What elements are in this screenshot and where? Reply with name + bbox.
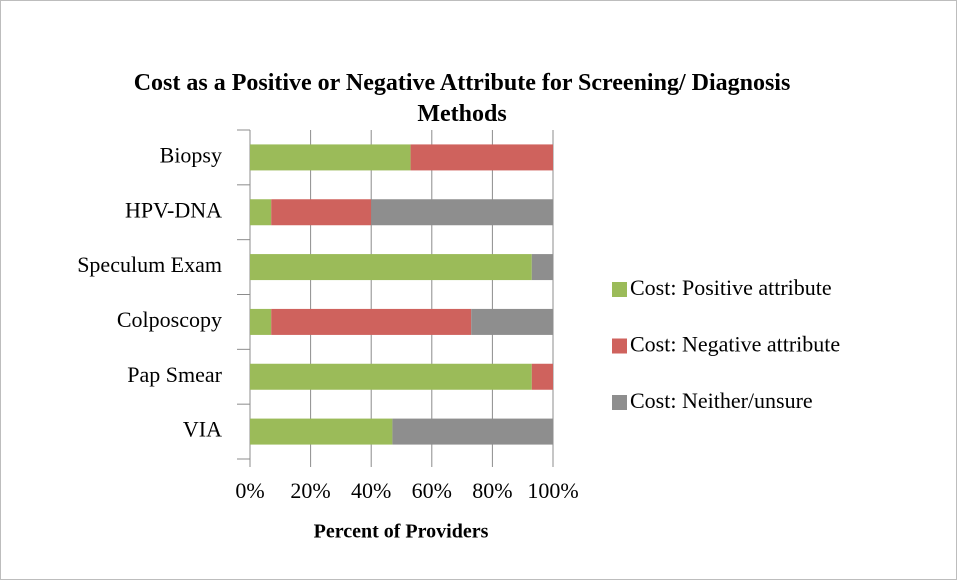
y-tick-label: Biopsy: [160, 142, 222, 167]
x-tick-label: 80%: [472, 478, 512, 503]
bar-segment: [250, 418, 393, 445]
y-tick-label: Pap Smear: [127, 362, 222, 387]
bar-segment: [250, 308, 272, 335]
legend-swatch: [612, 395, 627, 410]
legend-label: Cost: Negative attribute: [630, 332, 840, 357]
bar-segment: [531, 363, 553, 390]
y-tick-label: HPV-DNA: [125, 197, 222, 222]
bar-segment: [250, 144, 411, 171]
x-tick-label: 40%: [351, 478, 391, 503]
bar-segment: [531, 254, 553, 281]
chart-title: Cost as a Positive or Negative Attribute…: [133, 70, 791, 127]
legend-swatch: [612, 282, 627, 297]
legend-label: Cost: Neither/unsure: [630, 388, 813, 413]
bar-segment: [471, 308, 553, 335]
x-axis-title: Percent of Providers: [314, 521, 489, 543]
bar-segment: [392, 418, 553, 445]
bar-segment: [371, 199, 553, 226]
bar-segment: [271, 199, 372, 226]
legend-swatch: [612, 338, 627, 354]
y-tick-label: Colposcopy: [117, 307, 222, 332]
bar-segment: [250, 363, 532, 390]
x-tick-label: 60%: [412, 478, 452, 503]
y-tick-label: Speculum Exam: [77, 252, 222, 277]
x-tick-label: 0%: [235, 478, 264, 503]
bar-segment: [271, 308, 472, 335]
y-tick-label: VIA: [183, 417, 222, 442]
x-tick-label: 100%: [527, 478, 578, 503]
x-tick-label: 20%: [290, 478, 330, 503]
bar-segment: [410, 144, 553, 171]
bar-segment: [250, 199, 272, 226]
legend-label: Cost: Positive attribute: [630, 275, 832, 300]
bar-segment: [250, 254, 532, 281]
